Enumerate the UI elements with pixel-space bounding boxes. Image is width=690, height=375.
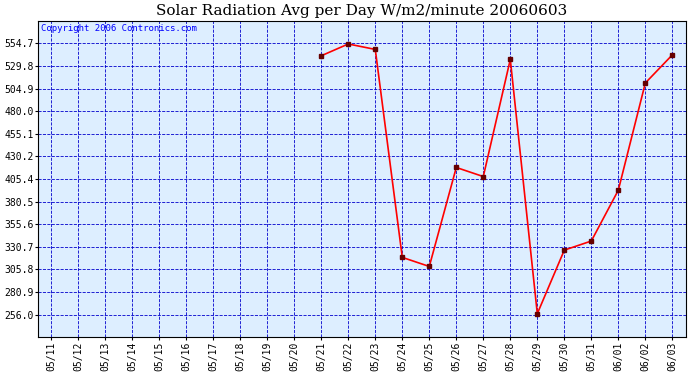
Title: Solar Radiation Avg per Day W/m2/minute 20060603: Solar Radiation Avg per Day W/m2/minute … [156,4,567,18]
Text: Copyright 2006 Contronics.com: Copyright 2006 Contronics.com [41,24,197,33]
